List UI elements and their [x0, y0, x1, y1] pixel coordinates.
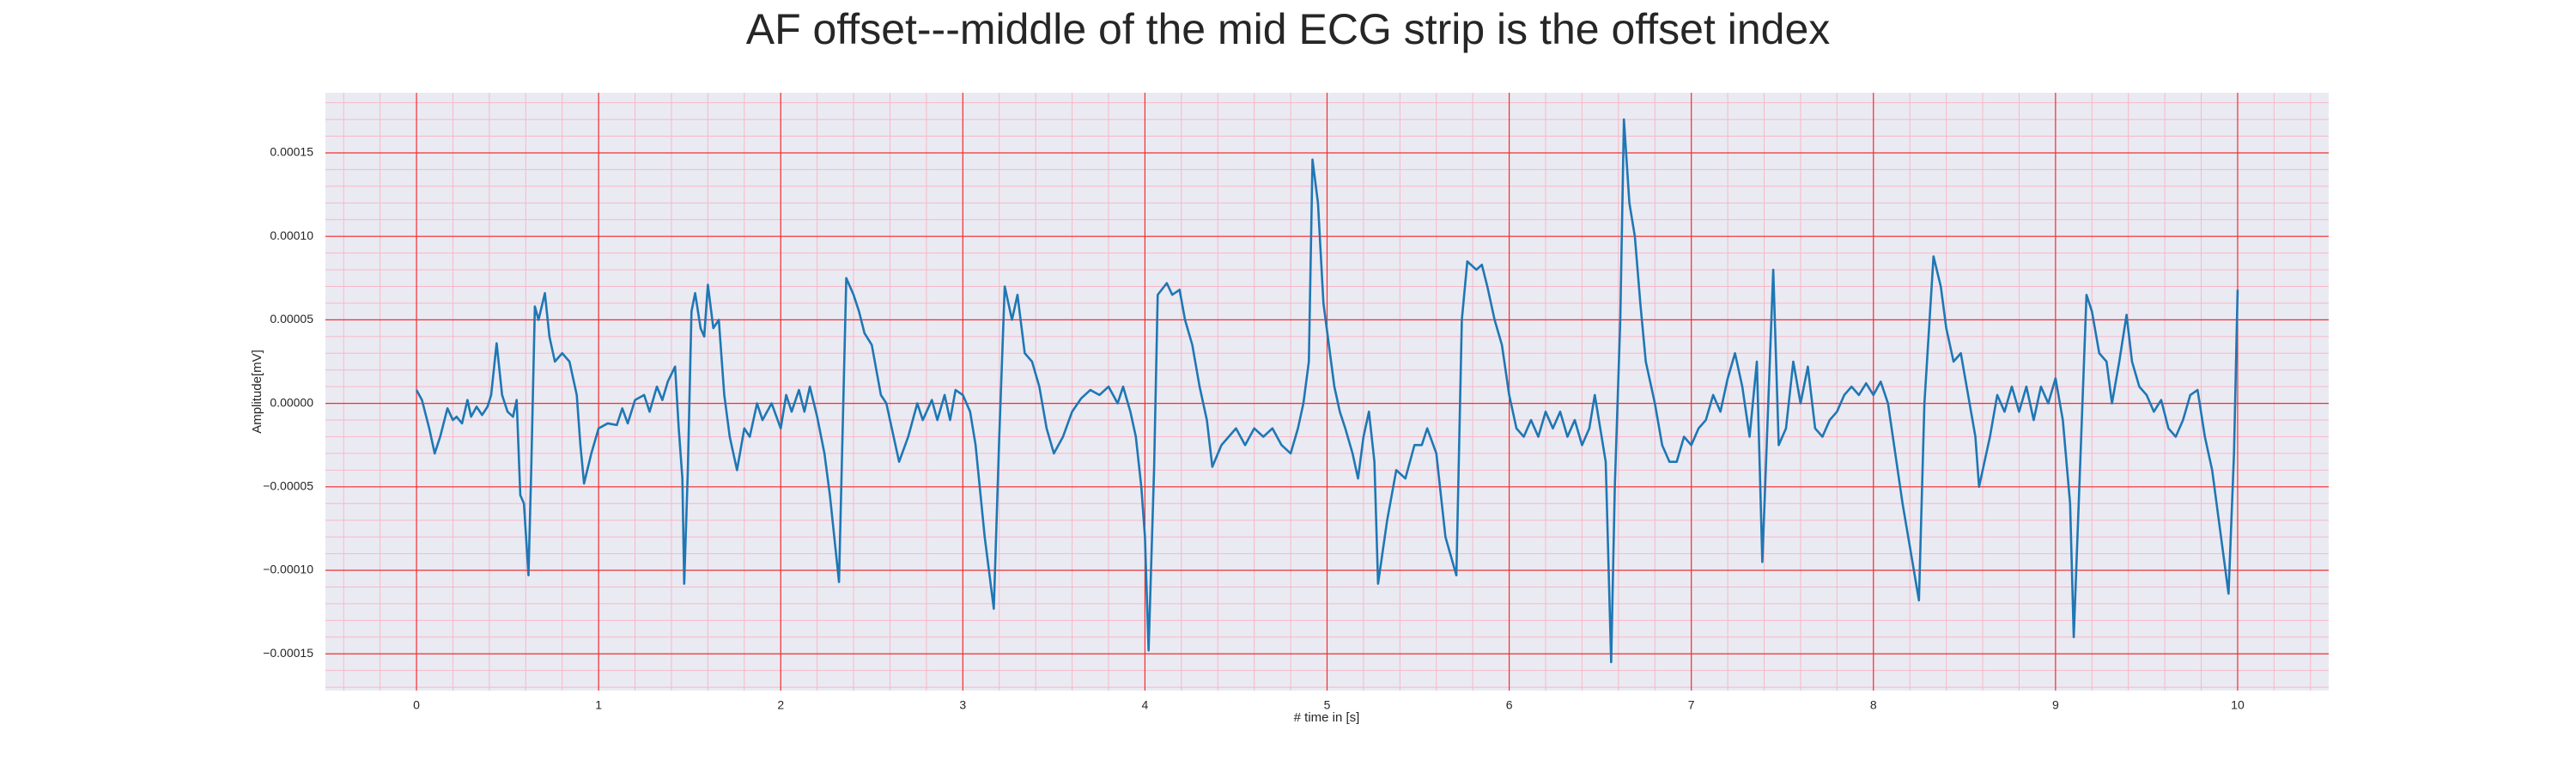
x-tick-label: 0 [413, 698, 420, 712]
x-tick-label: 7 [1688, 698, 1695, 712]
y-axis-label: Amplitude[mV] [250, 350, 264, 434]
y-tick-label: 0.00015 [270, 145, 313, 159]
x-tick-label: 2 [777, 698, 784, 712]
x-tick-label: 5 [1324, 698, 1331, 712]
x-tick-label: 8 [1870, 698, 1877, 712]
x-tick-label: 6 [1506, 698, 1513, 712]
ecg-line [415, 118, 2239, 664]
y-tick-label: −0.00015 [263, 646, 313, 660]
y-tick-label: −0.00010 [263, 563, 313, 576]
x-tick-label: 9 [2052, 698, 2059, 712]
y-tick-label: 0.00010 [270, 228, 313, 242]
y-tick-label: 0.00005 [270, 312, 313, 326]
x-tick-label: 10 [2231, 698, 2245, 712]
y-tick-label: 0.00000 [270, 395, 313, 409]
x-tick-label: 1 [595, 698, 602, 712]
x-tick-label: 4 [1142, 698, 1149, 712]
x-tick-label: 3 [959, 698, 966, 712]
chart-title: AF offset---middle of the mid ECG strip … [746, 5, 1831, 53]
y-tick-label: −0.00005 [263, 479, 313, 493]
x-axis-label: # time in [s] [1294, 710, 1360, 725]
